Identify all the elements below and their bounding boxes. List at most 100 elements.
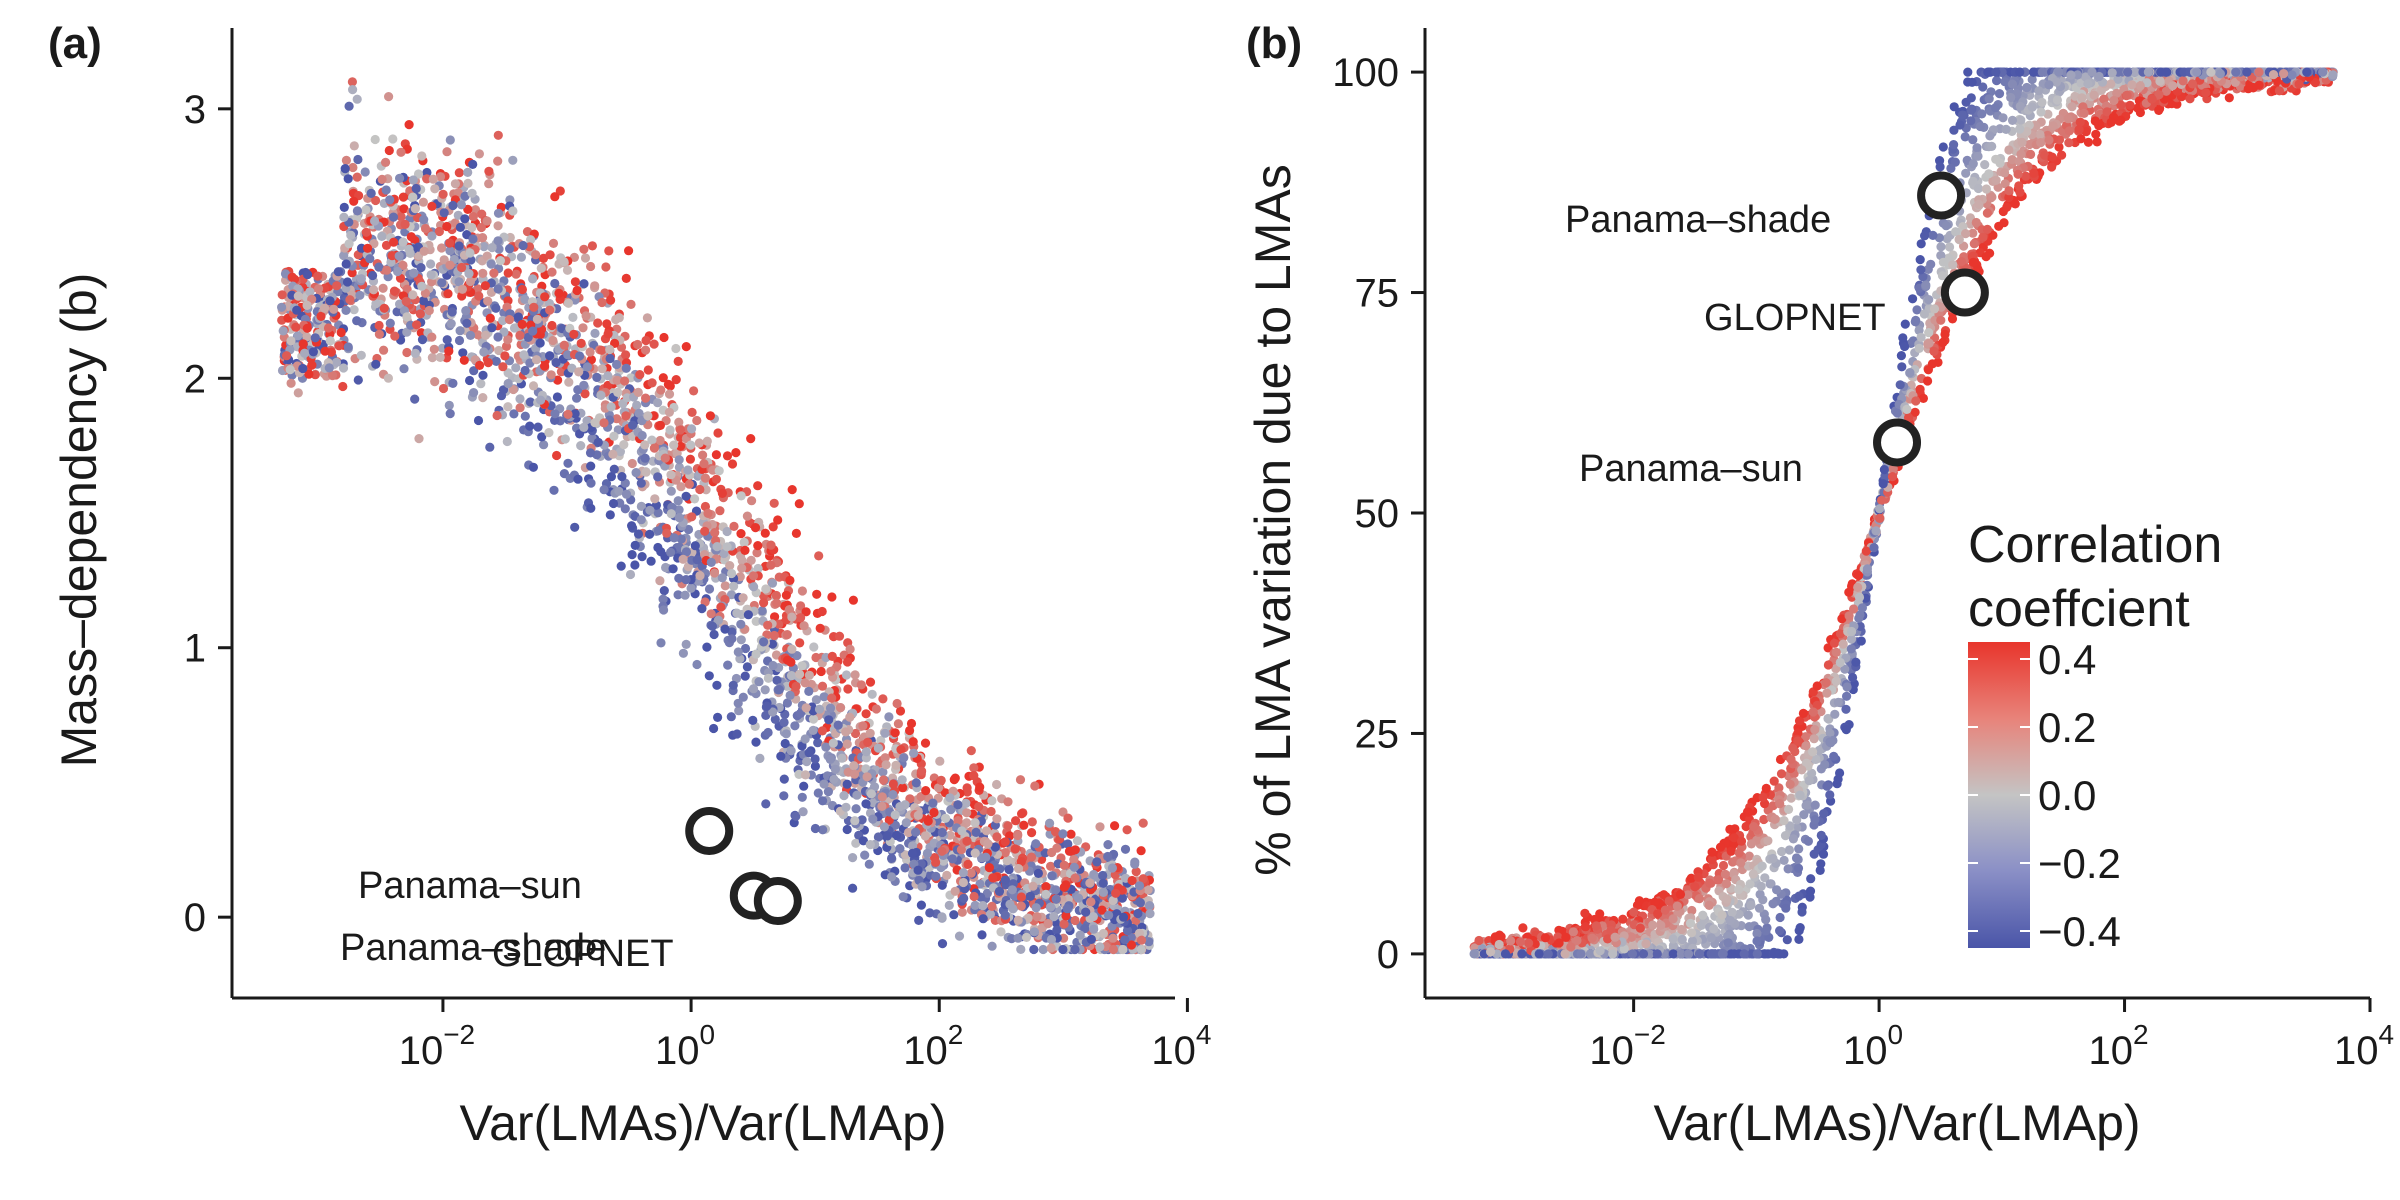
panel-a-point: [590, 328, 600, 338]
panel-a-point: [727, 634, 737, 644]
panel-a-point: [946, 805, 956, 815]
panel-a-point: [1013, 915, 1023, 925]
panel-a-point: [732, 608, 742, 618]
panel-a-point: [343, 342, 353, 352]
panel-a-point: [1013, 864, 1024, 874]
panel-a-point: [804, 670, 815, 680]
panel-a-point: [808, 714, 819, 724]
panel-a-point: [767, 639, 778, 649]
panel-a-point: [385, 195, 395, 205]
panel-a-point: [355, 290, 365, 300]
panel-a-point: [800, 678, 810, 688]
panel-a-point: [690, 541, 700, 551]
panel-a-point: [819, 692, 829, 702]
panel-b-point: [1980, 160, 1990, 170]
panel-a-point: [374, 329, 384, 339]
panel-a-point: [1086, 934, 1096, 945]
panel-a-point: [827, 693, 837, 703]
panel-b-point: [1779, 855, 1789, 866]
panel-a-point: [562, 265, 573, 275]
panel-a-point: [760, 685, 770, 695]
panel-a-point: [319, 303, 330, 313]
panel-a-point: [489, 268, 499, 278]
panel-a-point: [754, 677, 764, 687]
panel-b-point: [1898, 333, 1908, 343]
panel-a-point: [981, 826, 992, 836]
panel-a-point: [751, 737, 761, 747]
panel-a-point: [645, 529, 655, 539]
panel-a-point: [406, 232, 416, 242]
panel-a-point: [494, 345, 504, 356]
panel-a-point: [988, 873, 998, 883]
panel-a-point: [476, 222, 486, 233]
panel-a-point: [1108, 895, 1118, 906]
panel-b-point: [1840, 664, 1850, 674]
panel-a-point: [671, 343, 681, 354]
panel-a-point: [1038, 944, 1048, 955]
panel-a-point: [923, 816, 933, 826]
panel-a-point: [599, 418, 609, 428]
panel-a-point: [833, 720, 843, 730]
panel-a-point: [609, 464, 619, 474]
panel-a-point: [669, 440, 679, 450]
panel-a-point: [896, 745, 906, 755]
panel-a-point: [320, 346, 330, 356]
panel-a-highlight-marker: [753, 877, 802, 925]
panel-a-point: [689, 386, 699, 396]
panel-a-point: [792, 651, 802, 661]
panel-b-point: [1741, 821, 1751, 832]
panel-a-point: [882, 831, 893, 841]
panel-a-point: [613, 425, 623, 435]
panel-a-point: [347, 77, 357, 87]
panel-a-point: [1011, 816, 1021, 826]
panel-a-point: [678, 648, 689, 658]
panel-b-point: [2040, 150, 2050, 160]
panel-a-point: [603, 371, 613, 381]
panel-a-point: [503, 368, 513, 378]
panel-b-label: (b): [1246, 19, 1302, 68]
panel-a-point: [817, 606, 827, 617]
panel-a-point: [666, 486, 676, 496]
panel-a-point: [410, 348, 420, 358]
panel-a-point: [865, 728, 875, 738]
panel-a-point: [659, 605, 669, 615]
panel-a-point: [810, 823, 821, 834]
panel-b-point: [1851, 657, 1861, 667]
panel-a-point: [478, 370, 488, 380]
panel-a-point: [548, 238, 559, 248]
panel-a-point: [398, 237, 408, 247]
panel-a-point: [307, 360, 317, 370]
panel-a-point: [605, 353, 615, 364]
panel-a-point: [922, 848, 933, 859]
panel-a-point: [579, 380, 589, 390]
panel-a-point: [816, 666, 826, 677]
panel-a-point: [339, 202, 349, 212]
panel-a-point: [914, 915, 924, 926]
panel-a-point: [791, 811, 801, 821]
panel-a-point: [408, 175, 418, 185]
panel-a-point: [605, 344, 615, 355]
panel-a-point: [864, 859, 874, 869]
panel-a-point: [937, 827, 947, 838]
panel-a-point: [674, 455, 684, 465]
panel-a-point: [419, 246, 429, 256]
panel-a-point: [361, 205, 371, 215]
panel-a-point: [916, 900, 927, 910]
panel-a-point: [1026, 852, 1037, 862]
panel-a-point: [740, 643, 751, 654]
panel-a-point: [1058, 807, 1068, 817]
panel-a-point: [473, 330, 483, 340]
panel-a-point: [547, 267, 557, 277]
panel-b-point: [2054, 142, 2064, 152]
panel-a-point: [825, 754, 835, 765]
panel-b-point: [1987, 141, 1997, 151]
panel-a-point: [578, 323, 588, 333]
panel-a-point: [540, 292, 550, 302]
panel-a-point: [890, 810, 900, 820]
panel-a-point: [531, 250, 541, 260]
panel-a-point: [1016, 857, 1026, 867]
panel-b-point: [2224, 93, 2234, 103]
panel-a-point: [1080, 924, 1090, 934]
panel-a-point: [508, 206, 518, 216]
panel-a-point: [850, 728, 861, 739]
